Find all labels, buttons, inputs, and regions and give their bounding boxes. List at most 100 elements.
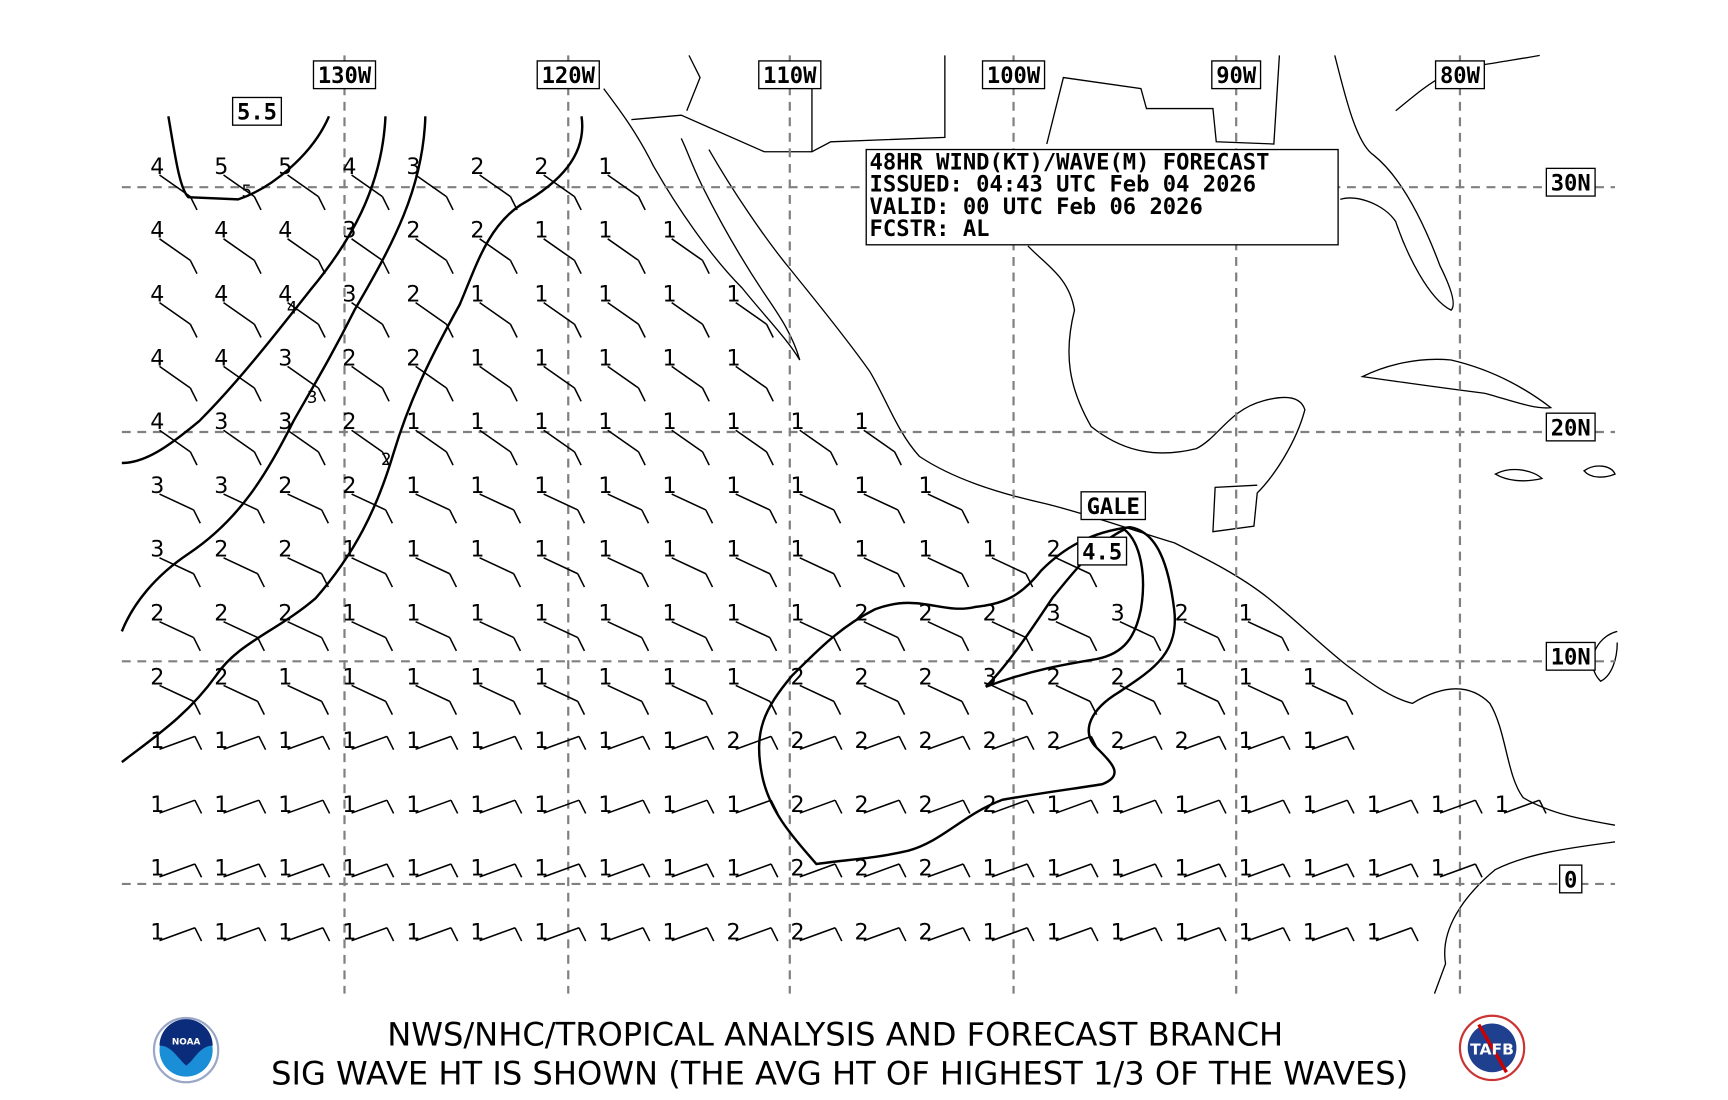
wave-height-value: 2	[278, 601, 292, 627]
wind-barb	[735, 863, 779, 878]
wave-height-value: 2	[214, 664, 228, 690]
wave-height-value: 1	[534, 473, 548, 499]
wind-barb	[351, 238, 390, 275]
wave-height-value: 1	[983, 537, 997, 563]
gale-wave-label: 4.5	[1082, 539, 1122, 565]
wave-height-value: 2	[278, 473, 292, 499]
wave-height-value: 2	[1175, 728, 1189, 754]
wind-barb	[479, 365, 518, 402]
wind-barb	[1375, 927, 1419, 942]
wind-barb	[543, 620, 586, 652]
lon-label: 100W	[987, 63, 1041, 89]
wind-barb	[223, 429, 262, 466]
wind-barb	[1503, 799, 1547, 814]
wave-height-value: 1	[1239, 664, 1253, 690]
wind-barb	[927, 557, 970, 588]
wave-height-value: 1	[790, 473, 804, 499]
wave-height-value: 2	[790, 792, 804, 818]
wind-barb	[607, 301, 646, 338]
wave-height-value: 1	[1111, 856, 1125, 882]
wave-height-value: 3	[983, 664, 997, 690]
wave-height-value: 1	[342, 664, 356, 690]
wave-height-value: 1	[662, 473, 676, 499]
wind-barb	[1247, 927, 1291, 942]
wind-barb	[671, 238, 710, 275]
wind-barb	[415, 238, 454, 275]
wave-height-value: 4	[150, 282, 164, 308]
wave-height-value: 2	[726, 920, 740, 946]
wind-barb	[671, 557, 714, 588]
footer-line2: SIG WAVE HT IS SHOWN (THE AVG HT OF HIGH…	[271, 1054, 1408, 1092]
wave-height-value: 1	[662, 218, 676, 244]
wave-height-value: 1	[598, 282, 612, 308]
wind-barb	[1183, 863, 1227, 878]
wave-height-value: 1	[598, 920, 612, 946]
wind-barb	[159, 365, 198, 402]
contour-label-3: 3	[307, 388, 318, 407]
wave-height-value: 1	[598, 154, 612, 180]
wind-barb	[863, 735, 907, 751]
wind-barb	[543, 493, 586, 524]
wind-barb	[671, 620, 714, 652]
wave-height-value: 2	[214, 601, 228, 627]
wind-barb	[159, 927, 203, 942]
wave-height-value: 1	[598, 409, 612, 435]
wind-barb	[1439, 863, 1483, 878]
wind-barb	[863, 493, 906, 524]
wind-barb	[799, 684, 842, 716]
wind-barb	[479, 429, 518, 466]
wind-barb	[351, 301, 390, 338]
wave-height-value: 1	[1303, 856, 1317, 882]
wave-height-value: 1	[662, 409, 676, 435]
wave-height-value: 1	[470, 728, 484, 754]
wind-barb	[607, 863, 651, 878]
wind-barb	[415, 735, 459, 751]
coastlines	[603, 54, 1618, 994]
wind-barb	[671, 684, 714, 716]
wave-height-value: 1	[726, 601, 740, 627]
wind-barb	[223, 735, 267, 751]
wave-height-value: 1	[534, 856, 548, 882]
wind-barb	[1055, 684, 1098, 716]
wave-height-value: 3	[214, 409, 228, 435]
wave-height-value: 1	[1239, 601, 1253, 627]
wind-barb	[287, 174, 326, 211]
wind-barb	[607, 365, 646, 402]
wave-height-value: 2	[406, 345, 420, 371]
wind-barb	[991, 799, 1035, 814]
wave-height-value: 1	[342, 856, 356, 882]
wind-barb	[479, 799, 523, 814]
wave-height-value: 1	[1431, 792, 1445, 818]
wave-height-value: 2	[278, 537, 292, 563]
wave-height-value: 2	[855, 601, 869, 627]
wind-barb	[415, 799, 459, 814]
wave-height-value: 1	[214, 792, 228, 818]
wave-height-value: 1	[598, 537, 612, 563]
wind-barb	[1119, 863, 1163, 878]
wind-barb	[1055, 557, 1098, 588]
wave-height-value: 1	[470, 664, 484, 690]
wave-height-value: 1	[470, 920, 484, 946]
wind-barb	[1183, 735, 1227, 751]
wind-barb	[607, 620, 650, 652]
wind-barb	[415, 365, 454, 402]
wind-barb	[1311, 863, 1355, 878]
wind-barb	[799, 927, 843, 942]
wind-barb	[287, 557, 330, 588]
wave-height-value: 4	[150, 154, 164, 180]
wind-barb	[287, 863, 331, 878]
wave-height-value: 1	[470, 345, 484, 371]
wave-height-value: 2	[1047, 728, 1061, 754]
wind-barb	[479, 863, 523, 878]
wind-barb	[351, 684, 394, 716]
wave-height-value: 2	[1175, 601, 1189, 627]
wind-barb	[927, 735, 971, 751]
wind-barb	[799, 620, 842, 652]
wave-height-value: 1	[214, 728, 228, 754]
wind-barb	[479, 238, 518, 275]
wave-height-value: 2	[983, 601, 997, 627]
wind-barb	[351, 799, 395, 814]
wave-height-value: 2	[1047, 537, 1061, 563]
wind-barb	[1247, 620, 1290, 652]
